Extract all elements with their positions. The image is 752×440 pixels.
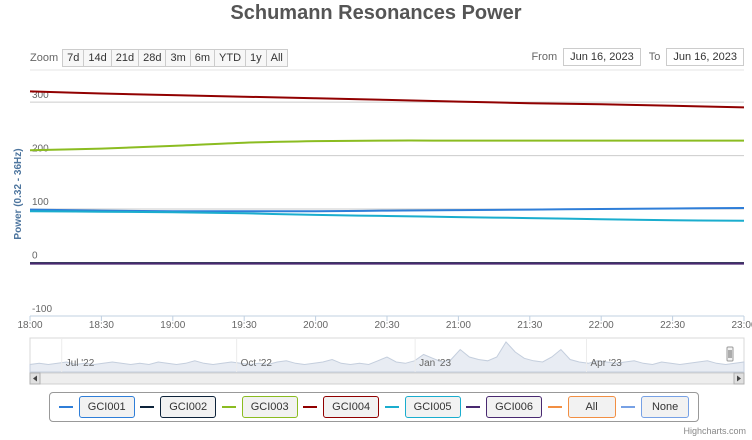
zoom-label: Zoom — [30, 52, 59, 64]
legend-line-gci005 — [384, 406, 399, 408]
legend-item-none[interactable]: None — [621, 396, 690, 418]
x-tick-label: 21:30 — [517, 320, 542, 331]
credits-link[interactable]: Highcharts.com — [683, 426, 746, 436]
legend-line-gci002 — [140, 406, 155, 408]
legend-item-gci005[interactable]: GCI005 — [384, 396, 461, 418]
scrollbar[interactable] — [29, 372, 745, 385]
zoom-button-28d[interactable]: 28d — [138, 49, 167, 67]
x-tick-label: 18:00 — [17, 320, 42, 331]
legend: GCI001 GCI002 GCI003 GCI004 GCI005 GCI00… — [49, 392, 699, 422]
legend-button-gci003[interactable]: GCI003 — [241, 396, 298, 418]
date-range: From Jun 16, 2023 To Jun 16, 2023 — [531, 48, 744, 66]
legend-line-gci001 — [58, 406, 73, 408]
legend-line-none — [621, 406, 636, 408]
navigator-labels: Jul '22 Oct '22 Jan '23 Apr '23 — [61, 338, 622, 372]
x-tick-label: 23:00 — [731, 320, 752, 331]
y-tick-label: -100 — [32, 304, 52, 315]
legend-button-gci006[interactable]: GCI006 — [486, 396, 543, 418]
x-tick-label: 22:30 — [660, 320, 685, 331]
legend-button-all[interactable]: All — [567, 396, 616, 418]
y-tick-label: 300 — [32, 90, 49, 101]
legend-button-gci002[interactable]: GCI002 — [160, 396, 217, 418]
legend-line-gci003 — [221, 406, 236, 408]
x-tick-label: 19:30 — [232, 320, 257, 331]
legend-button-none[interactable]: None — [641, 396, 690, 418]
y-axis-label: Power (0.32 - 36Hz) — [13, 148, 24, 239]
navigator-series — [29, 341, 745, 373]
series-line-gci001[interactable] — [29, 207, 745, 213]
x-tick-label: 20:30 — [374, 320, 399, 331]
legend-line-all — [547, 406, 562, 408]
scrollbar-track[interactable] — [29, 372, 745, 385]
legend-item-gci006[interactable]: GCI006 — [466, 396, 543, 418]
legend-line-gci004 — [303, 406, 318, 408]
series-line-gci005[interactable] — [29, 210, 745, 222]
legend-item-gci003[interactable]: GCI003 — [221, 396, 298, 418]
y-tick-label: 0 — [32, 251, 38, 262]
arrow-left-icon — [33, 375, 37, 382]
legend-item-gci004[interactable]: GCI004 — [303, 396, 380, 418]
x-tick-label: 22:00 — [589, 320, 614, 331]
navigator-handle[interactable] — [726, 346, 734, 362]
x-tick-label: 19:00 — [160, 320, 185, 331]
chart-title: Schumann Resonances Power — [230, 2, 522, 24]
x-tick-label: 18:30 — [89, 320, 114, 331]
x-tick-label: 20:00 — [303, 320, 328, 331]
to-label: To — [648, 51, 661, 63]
zoom-button-all[interactable]: All — [265, 49, 288, 67]
legend-line-gci006 — [466, 406, 481, 408]
y-tick-label: 100 — [32, 197, 49, 208]
x-tick-label: 21:00 — [446, 320, 471, 331]
legend-item-all[interactable]: All — [547, 396, 616, 418]
navigator-label: Jul '22 — [66, 358, 95, 369]
legend-item-gci001[interactable]: GCI001 — [58, 396, 135, 418]
to-date-input[interactable]: Jun 16, 2023 — [666, 48, 744, 66]
x-axis-ticks: 18:00 18:30 19:00 19:30 20:00 20:30 21:00 21:30… — [17, 316, 752, 331]
legend-button-gci005[interactable]: GCI005 — [404, 396, 461, 418]
navigator-label: Oct '22 — [241, 358, 273, 369]
legend-button-gci004[interactable]: GCI004 — [323, 396, 380, 418]
series-lines — [29, 90, 745, 265]
from-label: From — [531, 51, 558, 63]
series-line-gci004[interactable] — [29, 90, 745, 109]
navigator-label: Jan '23 — [419, 358, 451, 369]
from-date-input[interactable]: Jun 16, 2023 — [563, 48, 641, 66]
navigator[interactable]: Jul '22 Oct '22 Jan '23 Apr '23 — [29, 337, 745, 373]
range-selector: Zoom 7d 14d 21d 28d 3m 6m YTD 1y All — [30, 49, 288, 67]
series-line-gci003[interactable] — [29, 139, 744, 152]
navigator-label: Apr '23 — [590, 358, 622, 369]
legend-item-gci002[interactable]: GCI002 — [140, 396, 217, 418]
legend-button-gci001[interactable]: GCI001 — [78, 396, 135, 418]
arrow-right-icon — [737, 375, 741, 382]
